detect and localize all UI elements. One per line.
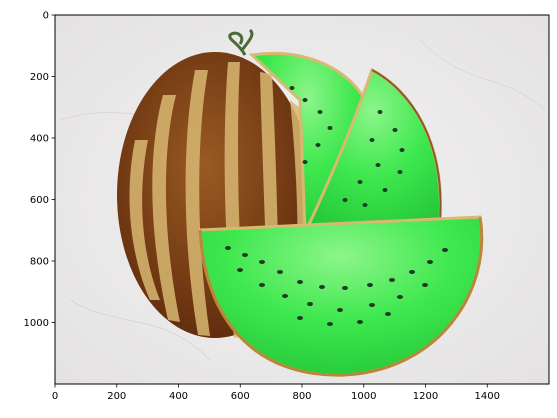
x-axis: 0 200 400 600 800 1000 1200 1400 [52, 384, 500, 402]
photo [55, 15, 549, 384]
x-tick-label: 1000 [351, 391, 376, 402]
melon-stem [228, 28, 254, 56]
x-tick-label: 1200 [413, 391, 438, 402]
y-tick-label: 600 [30, 195, 49, 206]
x-tick-label: 0 [52, 391, 58, 402]
x-tick-label: 200 [107, 391, 126, 402]
melon-seeds [225, 86, 448, 326]
y-axis: 0 200 400 600 800 1000 [24, 11, 55, 329]
x-tick-label: 400 [169, 391, 188, 402]
y-tick-label: 0 [43, 11, 49, 22]
y-tick-label: 800 [30, 257, 49, 268]
y-tick-label: 400 [30, 134, 49, 145]
marble-vein [69, 299, 211, 361]
x-tick-label: 800 [292, 391, 311, 402]
slice-rind-edge [198, 216, 484, 377]
y-tick-label: 200 [30, 72, 49, 83]
wedge-rind-edge [371, 69, 442, 221]
x-tick-label: 1400 [475, 391, 500, 402]
y-tick-label: 1000 [24, 318, 49, 329]
x-tick-label: 600 [231, 391, 250, 402]
marble-vein [419, 39, 546, 111]
